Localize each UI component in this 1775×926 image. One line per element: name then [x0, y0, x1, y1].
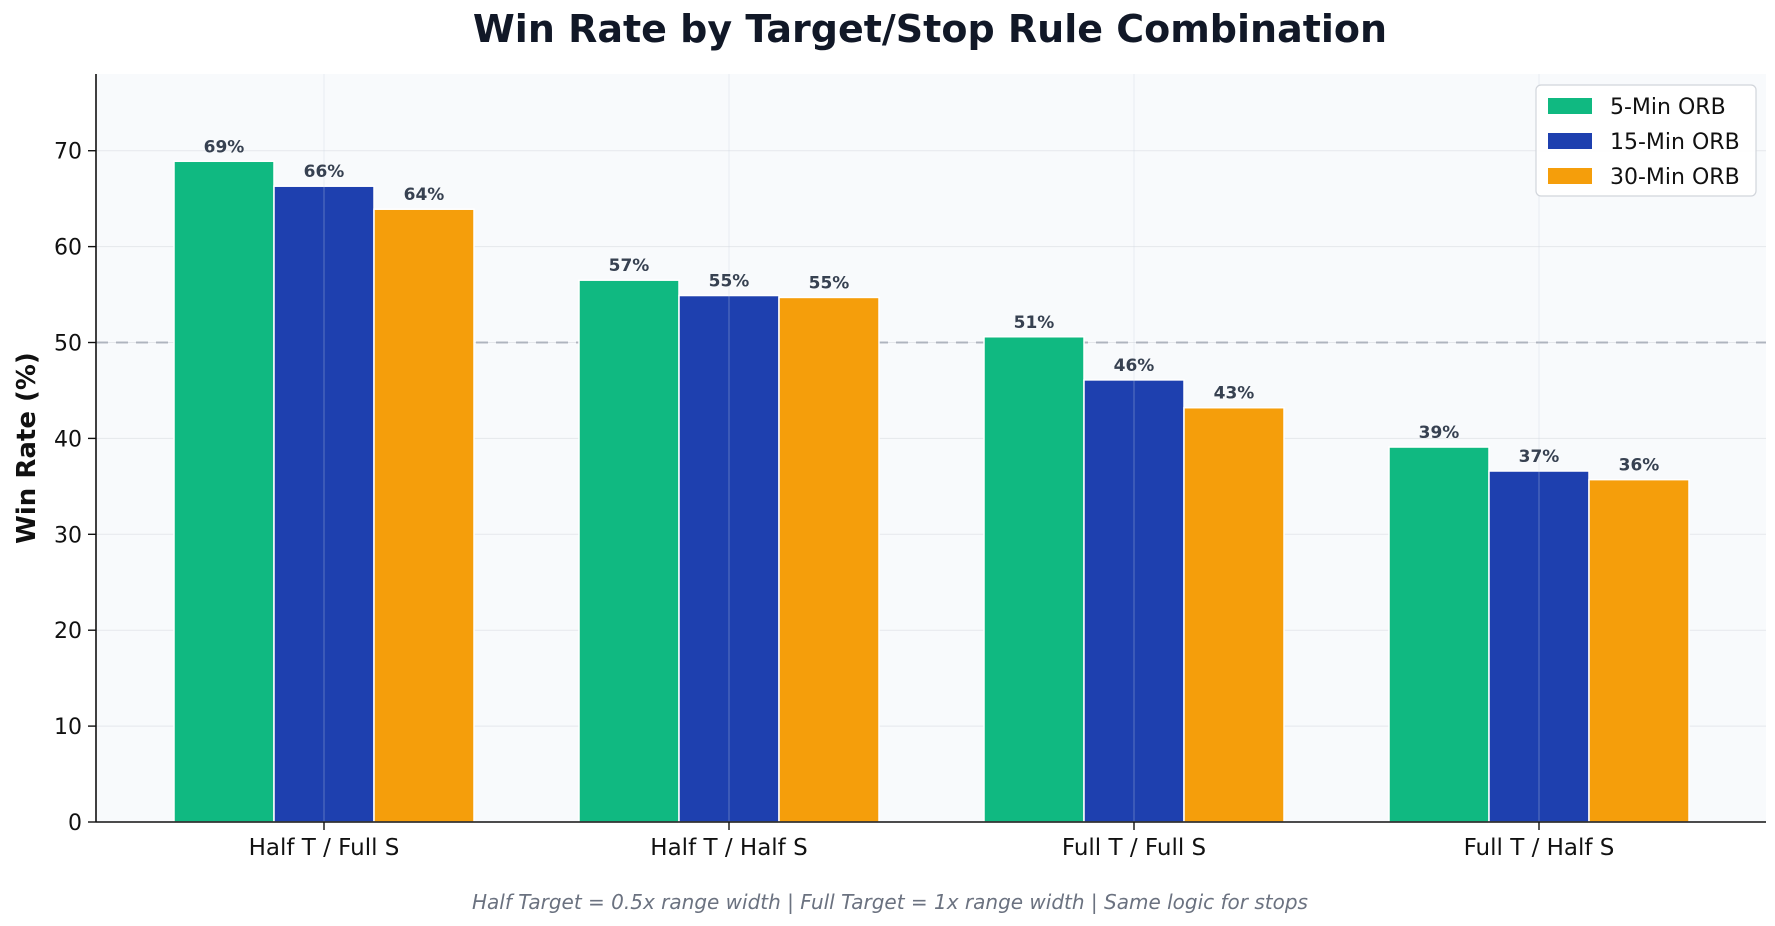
y-tick-label-10: 10 [54, 715, 82, 740]
chart-title: Win Rate by Target/Stop Rule Combination [473, 7, 1387, 51]
x-tick-label-3: Full T / Half S [1464, 835, 1615, 861]
data-label-1-1: 55% [709, 272, 750, 292]
data-label-1-2: 46% [1114, 356, 1155, 376]
bar-30-min-orb-2 [1183, 406, 1285, 823]
data-label-0-1: 57% [609, 256, 650, 276]
bar-15-min-orb-1 [678, 294, 780, 823]
data-label-0-2: 51% [1014, 313, 1055, 333]
data-labels: 69% 57% 51% 39% 66% 55% 46% 37% 64% 55% 43% 36% [204, 137, 1660, 475]
data-label-0-0: 69% [204, 137, 245, 157]
bar-30-min-orb-1 [778, 296, 880, 823]
legend-swatch-0 [1548, 98, 1592, 114]
data-label-2-3: 36% [1619, 456, 1660, 476]
data-label-0-3: 39% [1419, 423, 1460, 443]
data-label-1-0: 66% [304, 162, 345, 182]
bars [173, 160, 1690, 823]
data-label-2-1: 55% [809, 273, 850, 293]
y-tick-label-50: 50 [54, 332, 82, 357]
bar-15-min-orb-0 [273, 185, 375, 823]
legend-entry-0: 5-Min ORB [1610, 95, 1726, 120]
legend-entry-1: 15-Min ORB [1610, 130, 1740, 155]
x-tick-label-2: Full T / Full S [1062, 835, 1206, 861]
y-tick-label-60: 60 [54, 236, 82, 261]
x-axis-ticks: Half T / Full S Half T / Half S Full T / F… [249, 822, 1615, 861]
y-tick-label-40: 40 [54, 427, 82, 452]
bar-30-min-orb-3 [1588, 478, 1690, 823]
data-label-1-3: 37% [1519, 447, 1560, 467]
legend: 5-Min ORB 15-Min ORB 30-Min ORB [1535, 84, 1757, 197]
legend-swatch-2 [1548, 168, 1592, 184]
bar-5-min-orb-2 [983, 336, 1085, 823]
data-label-2-0: 64% [404, 185, 445, 205]
data-label-2-2: 43% [1214, 384, 1255, 404]
y-axis-label: Win Rate (%) [12, 352, 42, 544]
y-tick-label-0: 0 [68, 811, 82, 836]
bar-15-min-orb-2 [1083, 379, 1185, 823]
footnote: Half Target = 0.5x range width | Full Ta… [472, 890, 1308, 914]
y-tick-label-70: 70 [54, 140, 82, 165]
legend-entry-2: 30-Min ORB [1610, 165, 1740, 190]
x-tick-label-0: Half T / Full S [249, 835, 400, 861]
bar-5-min-orb-1 [578, 279, 680, 823]
bar-5-min-orb-0 [173, 160, 275, 823]
bar-5-min-orb-3 [1388, 446, 1490, 823]
vertical-grid-lines [323, 74, 1540, 822]
legend-swatch-1 [1548, 133, 1592, 149]
bar-30-min-orb-0 [373, 208, 475, 823]
x-tick-label-1: Half T / Half S [650, 835, 807, 861]
y-tick-label-30: 30 [54, 523, 82, 548]
y-tick-label-20: 20 [54, 619, 82, 644]
y-axis-ticks: 0 10 20 30 40 50 60 70 [54, 140, 96, 836]
